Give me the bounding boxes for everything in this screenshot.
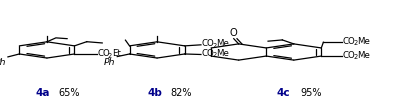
Text: 2: 2 — [353, 40, 357, 46]
Text: 2: 2 — [213, 52, 217, 58]
Text: Me: Me — [217, 39, 229, 48]
Text: Me: Me — [217, 49, 229, 58]
Text: Me: Me — [357, 51, 370, 59]
Text: Me: Me — [357, 37, 370, 46]
Text: 2: 2 — [213, 43, 217, 49]
Text: 2: 2 — [353, 54, 357, 60]
Text: 4a: 4a — [35, 88, 50, 98]
Text: 82%: 82% — [171, 88, 192, 98]
Text: Et: Et — [112, 49, 121, 58]
Text: 4c: 4c — [277, 88, 290, 98]
Text: 65%: 65% — [59, 88, 80, 98]
Text: CO: CO — [98, 49, 110, 58]
Text: CO: CO — [343, 51, 355, 59]
Text: CO: CO — [202, 49, 215, 58]
Text: 4b: 4b — [148, 88, 162, 98]
Text: 95%: 95% — [301, 88, 322, 98]
Text: O: O — [229, 28, 237, 38]
Text: CO: CO — [343, 37, 355, 46]
Text: Ph: Ph — [0, 58, 6, 67]
Text: 2: 2 — [108, 53, 112, 59]
Text: CO: CO — [202, 39, 215, 48]
Text: Ph: Ph — [104, 58, 115, 67]
